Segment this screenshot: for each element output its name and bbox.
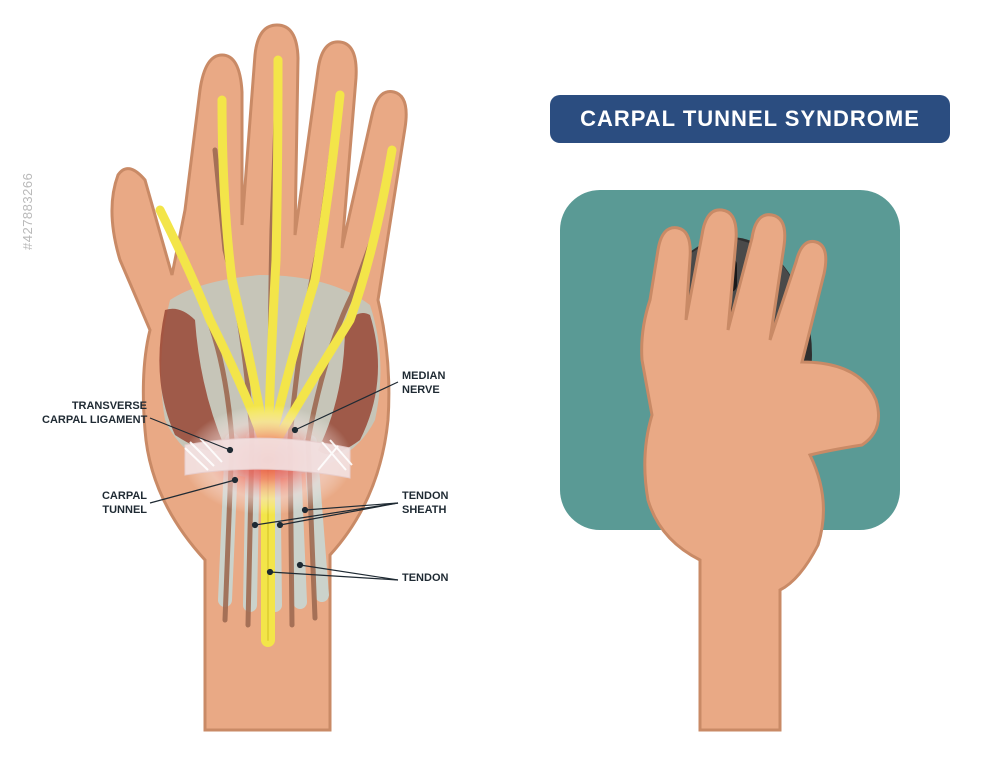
infographic-canvas: CARPAL TUNNEL SYNDROME #427883266: [0, 0, 1000, 764]
mouse-hand-svg: [0, 0, 1000, 764]
